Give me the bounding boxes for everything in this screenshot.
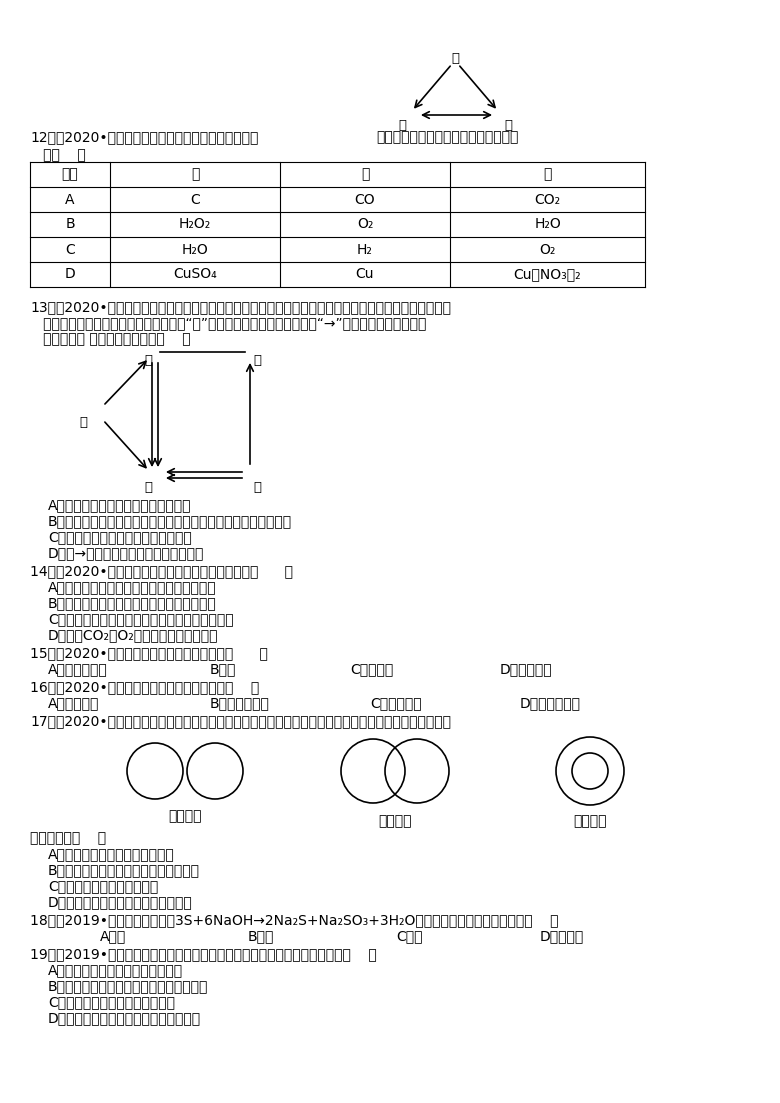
Text: CO₂: CO₂ bbox=[534, 193, 561, 206]
Text: B．若甲经一步反应同时生成乙和丙，则甲不可能是单质或氧化物: B．若甲经一步反应同时生成乙和丙，则甲不可能是单质或氧化物 bbox=[48, 514, 292, 528]
Text: B．区别羊毛纤维和合成纤维－－直接闻气味: B．区别羊毛纤维和合成纤维－－直接闻气味 bbox=[48, 596, 217, 610]
Text: A．甲可以是由四种元素组成的化合物: A．甲可以是由四种元素组成的化合物 bbox=[48, 497, 192, 512]
Text: B．铜: B．铜 bbox=[210, 662, 236, 676]
Text: 乙: 乙 bbox=[144, 354, 152, 367]
Text: B．干冰、生石灰、高锶酸鉡都属于氧化物: B．干冰、生石灰、高锶酸鉡都属于氧化物 bbox=[48, 979, 208, 993]
Text: 丙: 丙 bbox=[544, 168, 551, 182]
Text: C．熟石灰、烧笱、纯笱都属于碱: C．熟石灰、烧笱、纯笱都属于碱 bbox=[48, 995, 175, 1009]
Text: A．煮、石油、天然气都属于混合物: A．煮、石油、天然气都属于混合物 bbox=[48, 963, 183, 977]
Text: 14．（2020•荆门）下列区别物质所用方法错误的是（      ）: 14．（2020•荆门）下列区别物质所用方法错误的是（ ） bbox=[30, 564, 293, 578]
Text: 16．（2020•荆州）下列物质属于纯净物的是（    ）: 16．（2020•荆州）下列物质属于纯净物的是（ ） bbox=[30, 681, 259, 694]
Text: A．酸: A．酸 bbox=[100, 929, 126, 943]
Text: A．五氧化二磷: A．五氧化二磷 bbox=[48, 662, 108, 676]
Text: 选项: 选项 bbox=[62, 168, 78, 182]
Text: D．洁净的空气: D．洁净的空气 bbox=[520, 696, 581, 710]
Text: C．区别氢氧化钓固体和碇酸铵固体－－加水溶解: C．区别氢氧化钓固体和碇酸铵固体－－加水溶解 bbox=[48, 612, 234, 627]
Text: 乙: 乙 bbox=[398, 119, 406, 132]
Text: 戊: 戊 bbox=[253, 354, 261, 367]
Text: 甲: 甲 bbox=[191, 168, 199, 182]
Text: 交叉关系: 交叉关系 bbox=[378, 814, 412, 828]
Text: Cu（NO₃）₂: Cu（NO₃）₂ bbox=[514, 268, 581, 281]
Text: 12．（2020•湖北）甲、乙、丙三种物质的转化关系为: 12．（2020•湖北）甲、乙、丙三种物质的转化关系为 bbox=[30, 130, 258, 144]
Text: ，下表中不符合该转化关系的一组物质: ，下表中不符合该转化关系的一组物质 bbox=[376, 130, 519, 144]
Text: D．丁→戊的反应过程中会吸收大量的热: D．丁→戊的反应过程中会吸收大量的热 bbox=[48, 546, 204, 560]
Text: C: C bbox=[65, 243, 75, 257]
Text: 13．（2020•武汉）如图涉及的物质及变化均为初中化学常见的纯净物及化学反应，其中乙、丙、丁在通常: 13．（2020•武汉）如图涉及的物质及变化均为初中化学常见的纯净物及化学反应，… bbox=[30, 300, 451, 314]
Text: 一步转化。 下列说法正确的是（    ）: 一步转化。 下列说法正确的是（ ） bbox=[30, 332, 190, 346]
Text: 甲: 甲 bbox=[451, 52, 459, 65]
Text: C．稀盐酸: C．稀盐酸 bbox=[350, 662, 393, 676]
Text: D．区别CO₂和O₂－－插入带火星的木条: D．区别CO₂和O₂－－插入带火星的木条 bbox=[48, 628, 218, 642]
Text: O₂: O₂ bbox=[356, 217, 373, 232]
Text: D．物理变化和化学变化属于交叉关系: D．物理变化和化学变化属于交叉关系 bbox=[48, 895, 193, 909]
Text: CuSO₄: CuSO₄ bbox=[173, 268, 217, 281]
Text: 19．（2019•鄂州）分类是化学学习的重要方法，下列关于物质分类正确的是（    ）: 19．（2019•鄂州）分类是化学学习的重要方法，下列关于物质分类正确的是（ ） bbox=[30, 947, 377, 961]
Text: C．盐: C．盐 bbox=[396, 929, 423, 943]
Text: CO: CO bbox=[355, 193, 375, 206]
Text: H₂: H₂ bbox=[357, 243, 373, 257]
Text: C: C bbox=[190, 193, 200, 206]
Text: D．尿素、砷酸鉡、磷酸铵都属于复合肥: D．尿素、砷酸鉡、磷酸铵都属于复合肥 bbox=[48, 1011, 201, 1025]
Text: B．冰水混合物: B．冰水混合物 bbox=[210, 696, 270, 710]
Text: H₂O: H₂O bbox=[534, 217, 561, 232]
Text: 是（    ）: 是（ ） bbox=[30, 148, 86, 162]
Text: 丁: 丁 bbox=[253, 481, 261, 494]
Text: A．合金和金属材料属于包含关系: A．合金和金属材料属于包含关系 bbox=[48, 847, 175, 861]
Text: 15．（2020•武汉）下列物质中属于单质的是（      ）: 15．（2020•武汉）下列物质中属于单质的是（ ） bbox=[30, 646, 268, 660]
Text: O₂: O₂ bbox=[539, 243, 555, 257]
Text: B．金属元素和非金属元素属于并列关系: B．金属元素和非金属元素属于并列关系 bbox=[48, 863, 200, 877]
Text: 17．（2020•武汉）化学概念在逻辑上存在并列、交叉和包含关系，可用如图表示这三种关系。以下关系界: 17．（2020•武汉）化学概念在逻辑上存在并列、交叉和包含关系，可用如图表示这… bbox=[30, 714, 451, 728]
Text: H₂O₂: H₂O₂ bbox=[179, 217, 211, 232]
Text: D．氧化物: D．氧化物 bbox=[540, 929, 584, 943]
Text: 包含关系: 包含关系 bbox=[573, 814, 607, 828]
Text: 丙: 丙 bbox=[144, 481, 152, 494]
Text: A．区别稀盐酸和稀硫酸－－加入氯化钒溶液: A．区别稀盐酸和稀硫酸－－加入氯化钒溶液 bbox=[48, 580, 217, 595]
Text: 丙: 丙 bbox=[504, 119, 512, 132]
Text: H₂O: H₂O bbox=[182, 243, 208, 257]
Text: Cu: Cu bbox=[356, 268, 374, 281]
Text: C．盐和化合物属于包含关系: C．盐和化合物属于包含关系 bbox=[48, 879, 158, 893]
Text: A: A bbox=[66, 193, 75, 206]
Text: 甲: 甲 bbox=[79, 416, 87, 429]
Text: D．高锶酸鉡: D．高锶酸鉡 bbox=[500, 662, 552, 676]
Text: 并列关系: 并列关系 bbox=[168, 808, 202, 823]
Text: A．医用酒精: A．医用酒精 bbox=[48, 696, 99, 710]
Text: D: D bbox=[65, 268, 76, 281]
Text: C．戊可以是碱，能用于治疗胃酸过多: C．戊可以是碱，能用于治疗胃酸过多 bbox=[48, 531, 192, 544]
Text: B: B bbox=[66, 217, 75, 232]
Text: 状况下为三种不同状态的氧化物。图中“－”表示两物质之间能发生反应，“→”表示两物质之间能发生: 状况下为三种不同状态的氧化物。图中“－”表示两物质之间能发生反应，“→”表示两物… bbox=[30, 315, 427, 330]
Text: C．加碜食盐: C．加碜食盐 bbox=[370, 696, 422, 710]
Text: B．碱: B．碱 bbox=[248, 929, 275, 943]
Text: 18．（2019•十堰）在化学反应3S+6NaOH→2Na₂S+Na₂SO₃+3H₂O中，没有涉及到的物质类别是（    ）: 18．（2019•十堰）在化学反应3S+6NaOH→2Na₂S+Na₂SO₃+3… bbox=[30, 913, 558, 927]
Text: 乙: 乙 bbox=[361, 168, 369, 182]
Text: 定错误的是（    ）: 定错误的是（ ） bbox=[30, 831, 106, 845]
